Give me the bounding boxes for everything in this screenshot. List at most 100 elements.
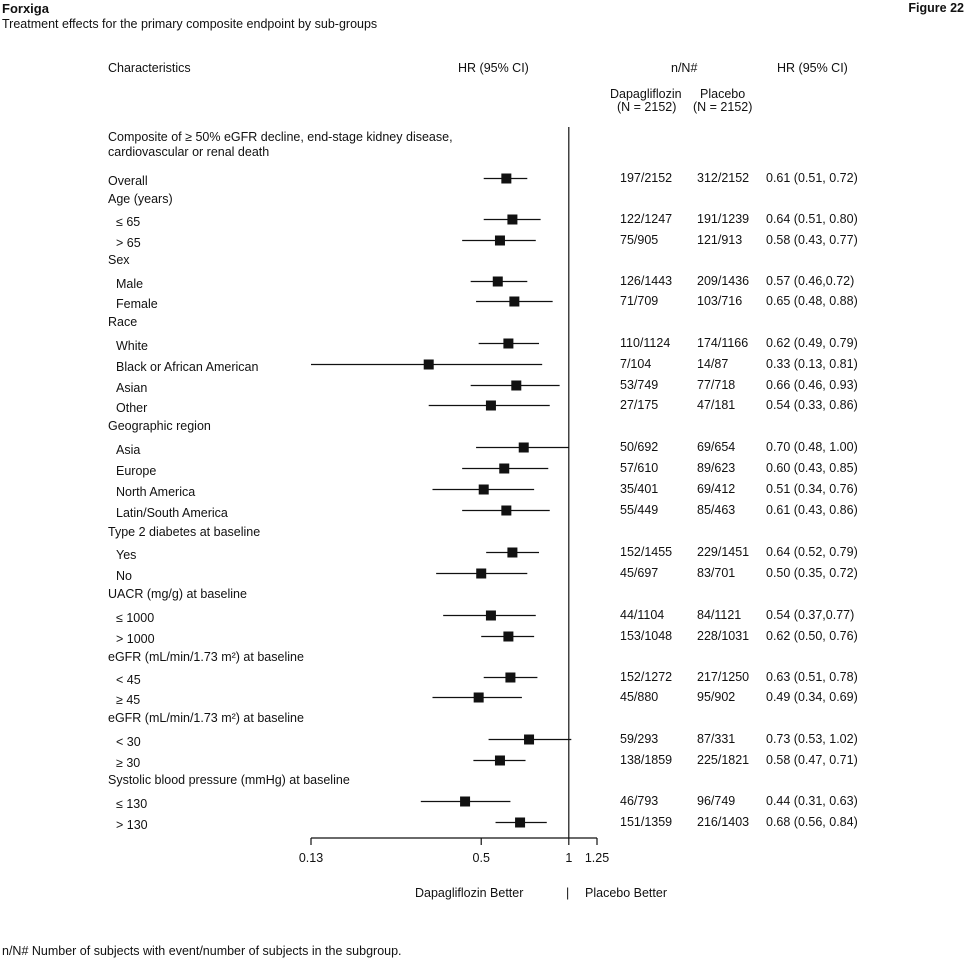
row-label: > 1000 <box>116 632 155 646</box>
hr-ci-text: 0.50 (0.35, 0.72) <box>766 566 858 580</box>
row-label: North America <box>116 485 196 499</box>
endpoint-title-line2: cardiovascular or renal death <box>108 145 270 159</box>
x-tick-label: 0.13 <box>299 851 323 865</box>
hr-ci-text: 0.62 (0.50, 0.76) <box>766 629 858 643</box>
nn-header: n/N# <box>671 61 698 75</box>
row-label: Other <box>116 401 148 415</box>
row-label: No <box>116 569 132 583</box>
hr-point <box>501 173 512 184</box>
placebo-count: 96/749 <box>697 794 736 808</box>
dapagliflozin-count: 59/293 <box>620 732 659 746</box>
figure-subtitle: Treatment effects for the primary compos… <box>2 17 378 31</box>
dapagliflozin-count: 151/1359 <box>620 815 673 829</box>
placebo-count: 216/1403 <box>697 815 750 829</box>
hr-ci-text: 0.61 (0.43, 0.86) <box>766 503 858 517</box>
placebo-count: 77/718 <box>697 378 736 392</box>
hr-point <box>492 276 503 287</box>
hr-point <box>515 817 526 828</box>
x-tick-label: 1.25 <box>585 851 609 865</box>
placebo-count: 85/463 <box>697 503 736 517</box>
row-label: < 45 <box>116 673 141 687</box>
dapagliflozin-count: 126/1443 <box>620 274 673 288</box>
row-label: > 130 <box>116 818 148 832</box>
row-label: ≥ 30 <box>116 756 141 770</box>
hr-point <box>499 463 510 474</box>
hr-ci-text: 0.58 (0.47, 0.71) <box>766 753 858 767</box>
subgroup-header: Type 2 diabetes at baseline <box>108 525 261 539</box>
figure-number-label: Figure 22 <box>908 1 964 15</box>
hr-plot-header: HR (95% CI) <box>458 61 529 75</box>
dapagliflozin-count: 44/1104 <box>620 608 665 622</box>
dapagliflozin-count: 45/697 <box>620 566 659 580</box>
row-label: > 65 <box>116 236 141 250</box>
placebo-count: 14/87 <box>697 357 729 371</box>
hr-ci-text: 0.57 (0.46,0.72) <box>766 274 855 288</box>
row-label: White <box>116 339 148 353</box>
hr-text-header: HR (95% CI) <box>777 61 848 75</box>
subgroup-header: Sex <box>108 253 130 267</box>
hr-point <box>518 442 529 453</box>
hr-ci-text: 0.58 (0.43, 0.77) <box>766 233 858 247</box>
endpoint-title-line1: Composite of ≥ 50% eGFR decline, end-sta… <box>108 130 453 144</box>
dapagliflozin-count: 138/1859 <box>620 753 673 767</box>
dapagliflozin-count: 35/401 <box>620 482 659 496</box>
placebo-count: 83/701 <box>697 566 736 580</box>
placebo-count: 87/331 <box>697 732 736 746</box>
x-tick-label: 1 <box>565 851 572 865</box>
characteristics-header: Characteristics <box>108 61 191 75</box>
placebo-count: 103/716 <box>697 294 743 308</box>
dapagliflozin-header: Dapagliflozin <box>610 87 682 101</box>
dapagliflozin-count: 46/793 <box>620 794 659 808</box>
placebo-count: 174/1166 <box>697 336 749 350</box>
placebo-count: 228/1031 <box>697 629 750 643</box>
row-label: Black or African American <box>116 360 259 374</box>
hr-point <box>509 296 520 307</box>
hr-ci-text: 0.70 (0.48, 1.00) <box>766 440 858 454</box>
row-label: ≤ 130 <box>116 797 148 811</box>
hr-ci-text: 0.49 (0.34, 0.69) <box>766 690 858 704</box>
placebo-count: 191/1239 <box>697 212 750 226</box>
dapagliflozin-count: 152/1455 <box>620 545 673 559</box>
hr-ci-text: 0.60 (0.43, 0.85) <box>766 461 858 475</box>
placebo-count: 217/1250 <box>697 670 750 684</box>
hr-ci-text: 0.63 (0.51, 0.78) <box>766 670 858 684</box>
hr-ci-text: 0.44 (0.31, 0.63) <box>766 794 858 808</box>
hr-point <box>485 610 496 621</box>
hr-ci-text: 0.61 (0.51, 0.72) <box>766 171 858 185</box>
x-axis-right-label: Placebo Better <box>585 886 667 900</box>
dapagliflozin-count: 57/610 <box>620 461 659 475</box>
hr-ci-text: 0.62 (0.49, 0.79) <box>766 336 858 350</box>
hr-point <box>524 734 535 745</box>
hr-point <box>476 568 487 579</box>
placebo-header: Placebo <box>700 87 746 101</box>
hr-point <box>501 505 512 516</box>
row-label: Europe <box>116 464 157 478</box>
hr-ci-text: 0.65 (0.48, 0.88) <box>766 294 858 308</box>
placebo-count: 95/902 <box>697 690 736 704</box>
subgroup-header: Systolic blood pressure (mmHg) at baseli… <box>108 773 350 787</box>
dapagliflozin-count: 53/749 <box>620 378 659 392</box>
hr-ci-text: 0.54 (0.33, 0.86) <box>766 398 858 412</box>
hr-ci-text: 0.64 (0.52, 0.79) <box>766 545 858 559</box>
x-axis-separator: | <box>566 886 570 900</box>
placebo-count: 312/2152 <box>697 171 750 185</box>
dapagliflozin-count: 55/449 <box>620 503 659 517</box>
placebo-count: 89/623 <box>697 461 736 475</box>
hr-ci-text: 0.73 (0.53, 1.02) <box>766 732 858 746</box>
row-label: ≤ 65 <box>116 215 141 229</box>
hr-point <box>478 484 489 495</box>
hr-point <box>423 359 434 370</box>
hr-point <box>473 692 484 703</box>
placebo-count: 69/654 <box>697 440 736 454</box>
x-tick-label: 0.5 <box>473 851 490 865</box>
hr-point <box>505 672 516 683</box>
hr-point <box>460 796 471 807</box>
hr-point <box>511 380 522 391</box>
hr-ci-text: 0.68 (0.56, 0.84) <box>766 815 858 829</box>
row-label: Asia <box>116 443 141 457</box>
figure-title: Forxiga <box>2 1 49 16</box>
dapagliflozin-count: 110/1124 <box>620 336 671 350</box>
placebo-n-header: (N = 2152) <box>693 100 753 114</box>
subgroup-header: UACR (mg/g) at baseline <box>108 587 247 601</box>
subgroup-header: Age (years) <box>108 192 173 206</box>
